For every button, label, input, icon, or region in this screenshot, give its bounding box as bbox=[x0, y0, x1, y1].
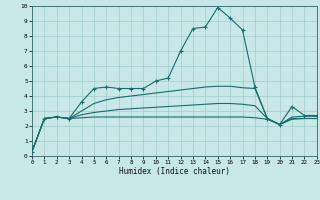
X-axis label: Humidex (Indice chaleur): Humidex (Indice chaleur) bbox=[119, 167, 230, 176]
